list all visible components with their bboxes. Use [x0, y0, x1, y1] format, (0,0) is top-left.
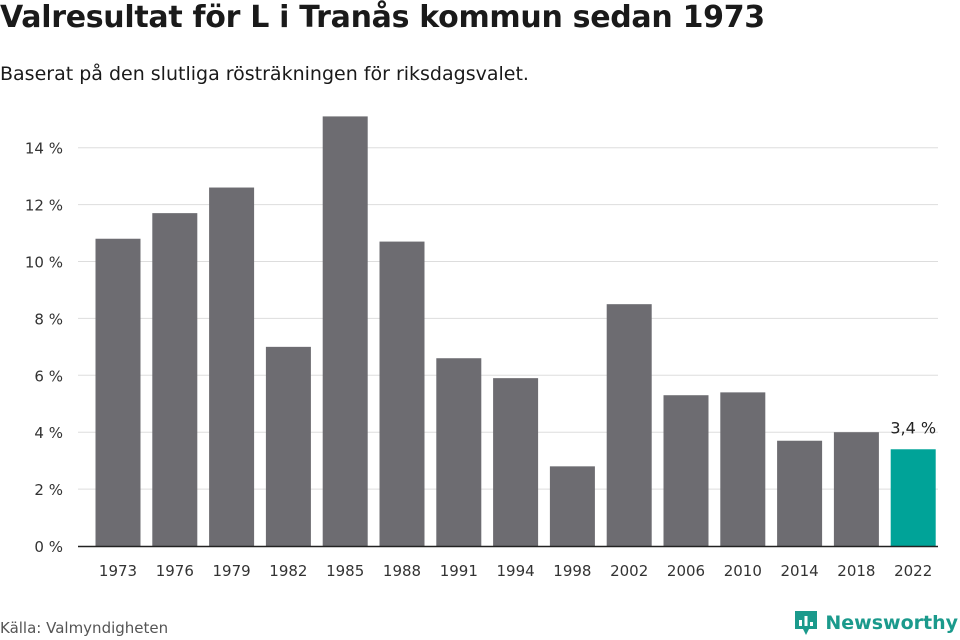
x-tick-label: 1979 [213, 562, 251, 580]
y-tick-label: 2 % [34, 481, 63, 499]
x-tick-label: 2006 [667, 562, 705, 580]
highlight-value-label: 3,4 % [890, 418, 936, 437]
bar [720, 392, 766, 546]
x-tick-label: 2022 [894, 562, 932, 580]
x-tick-label: 2010 [724, 562, 762, 580]
x-tick-label: 1976 [156, 562, 194, 580]
y-axis-tick-labels: 0 % 2 % 4 % 6 % 8 % 10 % 12 % 14 % [25, 140, 63, 556]
chart-subtitle: Baserat på den slutliga rösträkningen fö… [0, 63, 529, 85]
bar [322, 116, 368, 546]
x-tick-label: 2002 [610, 562, 648, 580]
x-tick-label: 1982 [269, 562, 307, 580]
chart-title: Valresultat för L i Tranås kommun sedan … [0, 0, 765, 35]
bar-chart: 0 % 2 % 4 % 6 % 8 % 10 % 12 % 14 % 1973 1976 1979… [25, 116, 938, 580]
bar [265, 346, 311, 546]
bar [493, 378, 539, 546]
bars [95, 116, 936, 547]
bar [777, 440, 823, 546]
x-tick-label: 2018 [837, 562, 875, 580]
y-tick-label: 6 % [34, 367, 63, 385]
newsworthy-chart-icon [795, 611, 818, 635]
bar [833, 432, 879, 546]
x-tick-label: 1991 [440, 562, 478, 580]
bar [152, 213, 198, 546]
x-tick-label: 2014 [781, 562, 819, 580]
y-tick-label: 14 % [25, 140, 63, 158]
y-tick-label: 8 % [34, 310, 63, 328]
brand-name: Newsworthy [825, 612, 958, 634]
bar [606, 304, 652, 546]
y-tick-label: 4 % [34, 424, 63, 442]
bar [95, 238, 141, 547]
x-tick-label: 1988 [383, 562, 421, 580]
source-note: Källa: Valmyndigheten [0, 619, 169, 637]
y-tick-label: 0 % [34, 538, 63, 556]
x-tick-label: 1973 [99, 562, 137, 580]
bar [209, 187, 255, 546]
x-tick-label: 1985 [326, 562, 364, 580]
y-tick-label: 12 % [25, 197, 63, 215]
y-tick-label: 10 % [25, 254, 63, 272]
bar [379, 241, 425, 546]
bar [436, 358, 482, 546]
bar [663, 395, 709, 546]
brand-logo[interactable]: Newsworthy [793, 608, 958, 638]
x-tick-label: 1998 [553, 562, 591, 580]
x-axis-tick-labels: 1973 1976 1979 1982 1985 1988 1991 1994 1998 2002… [99, 562, 932, 580]
bar-highlight [890, 449, 936, 546]
bar [549, 466, 595, 546]
x-tick-label: 1994 [497, 562, 535, 580]
